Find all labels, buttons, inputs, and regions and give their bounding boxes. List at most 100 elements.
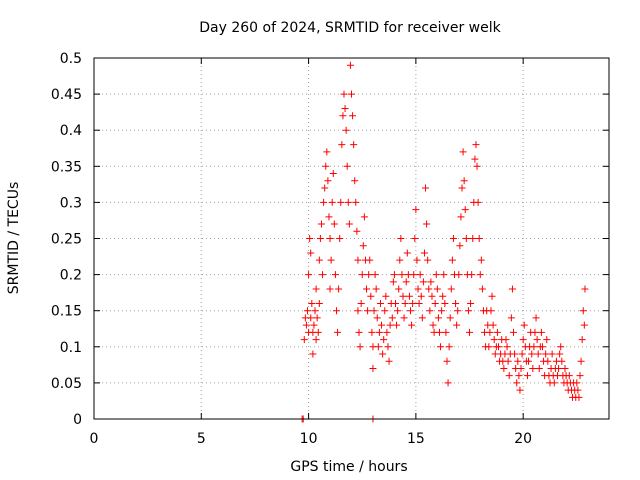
data-points	[298, 61, 589, 423]
data-point	[493, 328, 501, 336]
data-point	[304, 307, 312, 315]
data-point	[302, 321, 310, 329]
data-point	[500, 364, 508, 372]
data-point	[342, 126, 350, 134]
data-point	[315, 299, 323, 307]
data-point	[442, 328, 450, 336]
data-point	[336, 235, 344, 242]
data-point	[457, 213, 465, 221]
data-point	[445, 343, 453, 351]
data-point	[358, 271, 366, 279]
data-point	[389, 278, 397, 286]
data-point	[420, 249, 428, 257]
y-tick-label: 0.35	[51, 159, 82, 175]
data-point	[369, 364, 377, 372]
data-point	[372, 285, 380, 293]
x-tick-label: 5	[197, 431, 206, 447]
data-point	[434, 314, 442, 322]
data-point	[446, 314, 454, 322]
data-point	[578, 336, 586, 344]
y-tick-label: 0	[73, 412, 82, 428]
data-point	[363, 285, 371, 293]
data-point	[516, 386, 524, 394]
data-point	[523, 372, 531, 380]
data-point	[508, 285, 516, 293]
data-point	[535, 364, 543, 372]
data-point	[409, 299, 417, 307]
y-tick-label: 0.5	[60, 51, 82, 67]
data-point	[468, 271, 476, 279]
data-point	[367, 292, 375, 300]
data-point	[380, 336, 388, 344]
data-point	[425, 285, 433, 293]
data-point	[531, 328, 539, 336]
data-point	[510, 328, 518, 336]
data-point	[486, 328, 494, 336]
data-point	[577, 357, 585, 365]
data-point	[407, 307, 415, 315]
data-point	[432, 271, 440, 279]
data-point	[309, 350, 317, 358]
data-point	[413, 256, 421, 264]
data-point	[561, 364, 569, 372]
data-point	[429, 321, 437, 329]
data-point	[538, 343, 546, 351]
data-point	[556, 350, 564, 358]
y-tick-label: 0.2	[60, 268, 82, 284]
data-point	[525, 357, 533, 365]
data-point	[398, 271, 406, 279]
data-point	[352, 198, 360, 206]
data-point	[579, 307, 587, 315]
data-point	[314, 328, 322, 336]
data-point	[354, 307, 362, 315]
data-point	[441, 299, 449, 307]
data-point	[326, 235, 334, 242]
data-point	[334, 328, 342, 336]
data-point	[505, 372, 513, 380]
data-point	[384, 343, 392, 351]
axis-ticks: 0 0.05 0.1 0.15 0.2 0.25 0.3 0.35 0.4 0.45 0.5 0 5 10…	[51, 51, 609, 447]
data-point	[313, 314, 321, 322]
data-point	[414, 285, 422, 293]
data-point	[576, 372, 584, 380]
data-point	[386, 321, 394, 329]
data-point	[396, 256, 404, 264]
data-point	[364, 307, 372, 315]
data-point	[473, 162, 481, 170]
data-point	[426, 307, 434, 315]
data-point	[319, 271, 327, 279]
data-point	[558, 357, 566, 365]
data-point	[394, 307, 402, 315]
data-point	[330, 220, 338, 228]
data-point	[408, 321, 416, 329]
data-point	[350, 141, 358, 149]
y-tick-label: 0.05	[51, 376, 82, 392]
y-tick-label: 0.4	[60, 123, 82, 139]
data-point	[375, 328, 383, 336]
data-point	[537, 328, 545, 336]
data-point	[548, 350, 556, 358]
chart-title: Day 260 of 2024, SRMTID for receiver wel…	[199, 20, 501, 36]
data-point	[519, 336, 527, 344]
data-point	[383, 328, 391, 336]
data-point	[306, 235, 314, 242]
data-point	[428, 292, 436, 300]
data-point	[388, 314, 396, 322]
data-point	[443, 357, 451, 365]
data-point	[325, 213, 333, 221]
data-point	[326, 285, 334, 293]
data-point	[351, 177, 359, 185]
data-point	[520, 321, 528, 329]
data-point	[416, 271, 424, 279]
data-point	[544, 357, 552, 365]
data-point	[368, 328, 376, 336]
data-point	[422, 184, 430, 192]
data-point	[534, 350, 542, 358]
data-point	[335, 285, 343, 293]
plot-frame	[93, 57, 610, 420]
data-point	[308, 299, 316, 307]
data-point	[331, 271, 339, 279]
data-point	[440, 271, 448, 279]
data-point	[487, 307, 495, 315]
data-point	[504, 357, 512, 365]
